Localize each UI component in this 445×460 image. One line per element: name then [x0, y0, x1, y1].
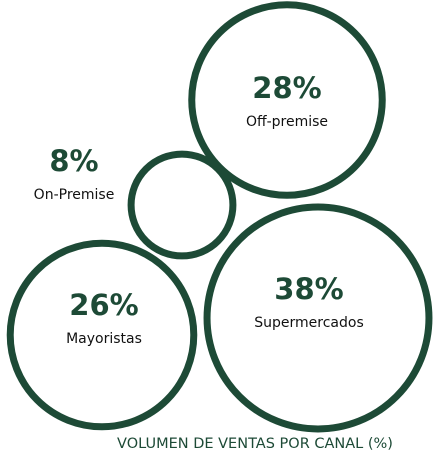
value-label: 28% [252, 71, 321, 105]
category-label: Mayoristas [66, 331, 142, 347]
value-label: 38% [274, 272, 343, 306]
value-label: 26% [69, 288, 138, 322]
value-label: 8% [49, 144, 98, 178]
bubble [203, 203, 433, 433]
chart-title: VOLUMEN DE VENTAS POR CANAL (%) [117, 436, 393, 452]
category-label: Off-premise [246, 114, 328, 130]
bubble [127, 150, 237, 260]
bubble [6, 239, 198, 431]
bubble [188, 1, 386, 199]
category-label: Supermercados [254, 315, 364, 331]
category-label: On-Premise [34, 187, 115, 203]
